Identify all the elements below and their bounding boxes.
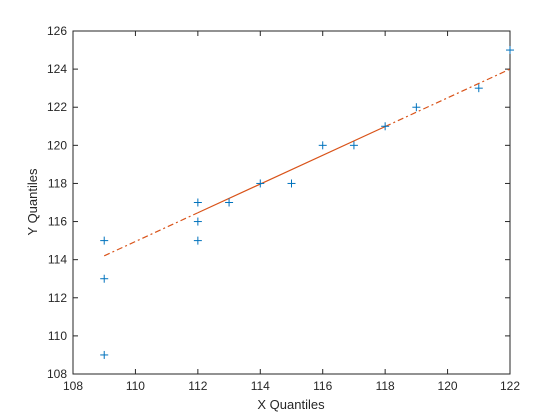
plot-area (72, 30, 511, 375)
x-tick-label: 122 (500, 379, 520, 393)
y-tick-label: 126 (47, 24, 67, 38)
y-tick-label: 124 (47, 62, 67, 76)
y-tick-label: 112 (48, 291, 67, 305)
reference-line-extrapolated-right (384, 68, 511, 128)
reference-line (103, 68, 511, 257)
y-tick-label: 116 (48, 215, 67, 229)
data-point (287, 179, 296, 188)
y-tick-label: 108 (47, 367, 67, 381)
x-tick-label: 118 (376, 379, 395, 393)
data-point (349, 141, 358, 150)
y-axis-label: Y Quantiles (25, 168, 40, 235)
data-point (193, 236, 202, 245)
reference-line-extrapolated-left (103, 212, 199, 257)
y-tick-label: 114 (48, 253, 67, 267)
data-point (100, 274, 109, 283)
data-point (193, 217, 202, 226)
y-tick-label: 120 (47, 138, 67, 152)
y-tick-label: 110 (48, 329, 67, 343)
data-point (256, 179, 265, 188)
data-point (193, 198, 202, 207)
y-tick-label: 118 (48, 176, 67, 190)
y-tick-label: 122 (47, 100, 67, 114)
data-point (474, 84, 483, 93)
x-axis-label: X Quantiles (257, 397, 325, 412)
x-tick-label: 120 (438, 379, 458, 393)
x-axis-ticks: 108 110 112 114 116 118 120 122 (63, 31, 520, 393)
y-axis-ticks: 108 110 112 114 116 118 120 122 124 126 (47, 24, 510, 381)
x-tick-label: 110 (126, 379, 145, 393)
data-point (100, 236, 109, 245)
x-tick-label: 116 (313, 379, 332, 393)
x-tick-label: 112 (188, 379, 207, 393)
data-points (100, 46, 514, 359)
data-point (225, 198, 234, 207)
data-point (381, 122, 390, 131)
data-point (318, 141, 327, 150)
x-tick-label: 114 (251, 379, 270, 393)
data-point (100, 350, 109, 359)
data-point (412, 103, 421, 112)
reference-line-fitted (197, 126, 386, 214)
data-point (506, 46, 514, 55)
x-tick-label: 108 (63, 379, 83, 393)
